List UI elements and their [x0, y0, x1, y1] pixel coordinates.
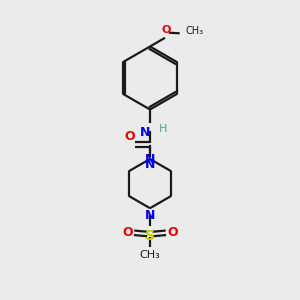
- Text: S: S: [145, 229, 155, 243]
- Text: N: N: [145, 158, 155, 171]
- Text: O: O: [124, 130, 135, 143]
- Text: N: N: [145, 153, 155, 166]
- Text: N: N: [145, 209, 155, 222]
- Text: CH₃: CH₃: [140, 250, 160, 260]
- Text: CH₃: CH₃: [185, 26, 203, 36]
- Text: O: O: [162, 25, 171, 35]
- Text: O: O: [122, 226, 133, 239]
- Text: O: O: [167, 226, 178, 239]
- Text: H: H: [158, 124, 167, 134]
- Text: N: N: [140, 126, 151, 139]
